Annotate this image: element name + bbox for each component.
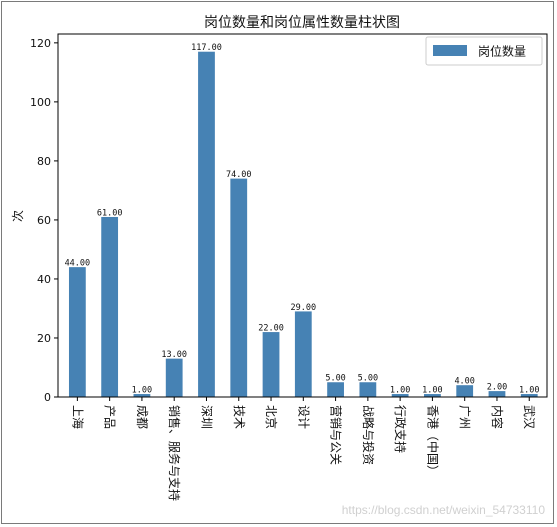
x-tick-label: 深圳 bbox=[199, 405, 213, 429]
bar-value-label: 4.00 bbox=[454, 377, 474, 387]
x-tick-label: 北京 bbox=[264, 405, 278, 429]
bar-value-label: 61.00 bbox=[97, 208, 123, 218]
bar bbox=[294, 311, 312, 397]
x-tick-label: 产品 bbox=[103, 405, 117, 429]
y-tick-label: 60 bbox=[37, 214, 51, 227]
x-tick-label: 销售、服务与支持 bbox=[167, 405, 182, 501]
y-axis-label: 次 bbox=[11, 210, 25, 222]
y-tick-label: 100 bbox=[30, 96, 51, 109]
bar-value-label: 29.00 bbox=[291, 303, 317, 313]
bar bbox=[391, 394, 409, 397]
bar bbox=[165, 358, 183, 397]
value-labels-group: 44.00 61.00 1.00 13.00 117.00 74.00 22.00 29.00… bbox=[65, 43, 540, 395]
bar bbox=[68, 267, 86, 397]
x-tick-label: 内容 bbox=[490, 405, 505, 429]
x-tick-label: 香港（中国） bbox=[425, 405, 440, 477]
y-axis: 0 20 40 60 80 100 120 bbox=[30, 37, 58, 404]
x-tick-label: 设计 bbox=[296, 405, 310, 429]
legend-swatch bbox=[433, 45, 467, 56]
bar-value-label: 1.00 bbox=[519, 386, 539, 396]
bar bbox=[262, 332, 280, 397]
y-tick-label: 0 bbox=[44, 391, 51, 404]
bar-value-label: 117.00 bbox=[191, 43, 222, 53]
bar-value-label: 1.00 bbox=[390, 386, 410, 396]
bar-value-label: 2.00 bbox=[487, 383, 507, 393]
bar bbox=[133, 394, 151, 397]
bar bbox=[456, 385, 474, 397]
x-tick-label: 战略与投资 bbox=[361, 405, 376, 465]
x-tick-label: 成都 bbox=[135, 405, 149, 429]
x-tick-label: 武汉 bbox=[522, 405, 536, 429]
chart-title: 岗位数量和岗位属性数量柱状图 bbox=[204, 15, 400, 31]
bar-value-label: 1.00 bbox=[132, 386, 152, 396]
x-tick-label: 行政支持 bbox=[393, 405, 408, 453]
bar bbox=[327, 382, 344, 397]
bar bbox=[198, 51, 215, 398]
bar-value-label: 22.00 bbox=[258, 324, 284, 334]
bar-value-label: 74.00 bbox=[226, 170, 252, 180]
y-tick-label: 80 bbox=[37, 155, 51, 168]
watermark-text: https://blog.csdn.net/weixin_54733110 bbox=[342, 503, 546, 517]
bar bbox=[520, 394, 538, 397]
legend: 岗位数量 bbox=[425, 36, 543, 66]
bar bbox=[424, 394, 441, 397]
bars-group bbox=[68, 51, 538, 398]
bar-value-label: 5.00 bbox=[358, 374, 378, 384]
legend-label: 岗位数量 bbox=[478, 44, 526, 59]
y-tick-label: 40 bbox=[37, 273, 51, 286]
x-tick-label: 广州 bbox=[458, 405, 472, 429]
y-tick-label: 20 bbox=[37, 332, 51, 345]
bar-value-label: 1.00 bbox=[422, 386, 442, 396]
bar bbox=[230, 178, 248, 397]
y-tick-label: 120 bbox=[30, 37, 51, 50]
bar-value-label: 5.00 bbox=[325, 374, 345, 384]
x-tick-label: 营销与公关 bbox=[329, 405, 343, 465]
bar-value-label: 13.00 bbox=[161, 350, 187, 360]
bar bbox=[101, 216, 119, 397]
legend-box bbox=[425, 36, 543, 66]
x-tick-label: 技术 bbox=[232, 405, 246, 429]
x-axis: 上海 产品 成都 销售、服务与支持 深圳 技术 北京 设计 营销与公关 战略与投资 行政支持 香港（中… bbox=[70, 397, 536, 501]
bar bbox=[359, 382, 377, 397]
x-tick-label: 上海 bbox=[70, 405, 85, 429]
plot-area-border bbox=[57, 33, 548, 398]
bar bbox=[488, 391, 506, 397]
bar-value-label: 44.00 bbox=[65, 259, 91, 269]
